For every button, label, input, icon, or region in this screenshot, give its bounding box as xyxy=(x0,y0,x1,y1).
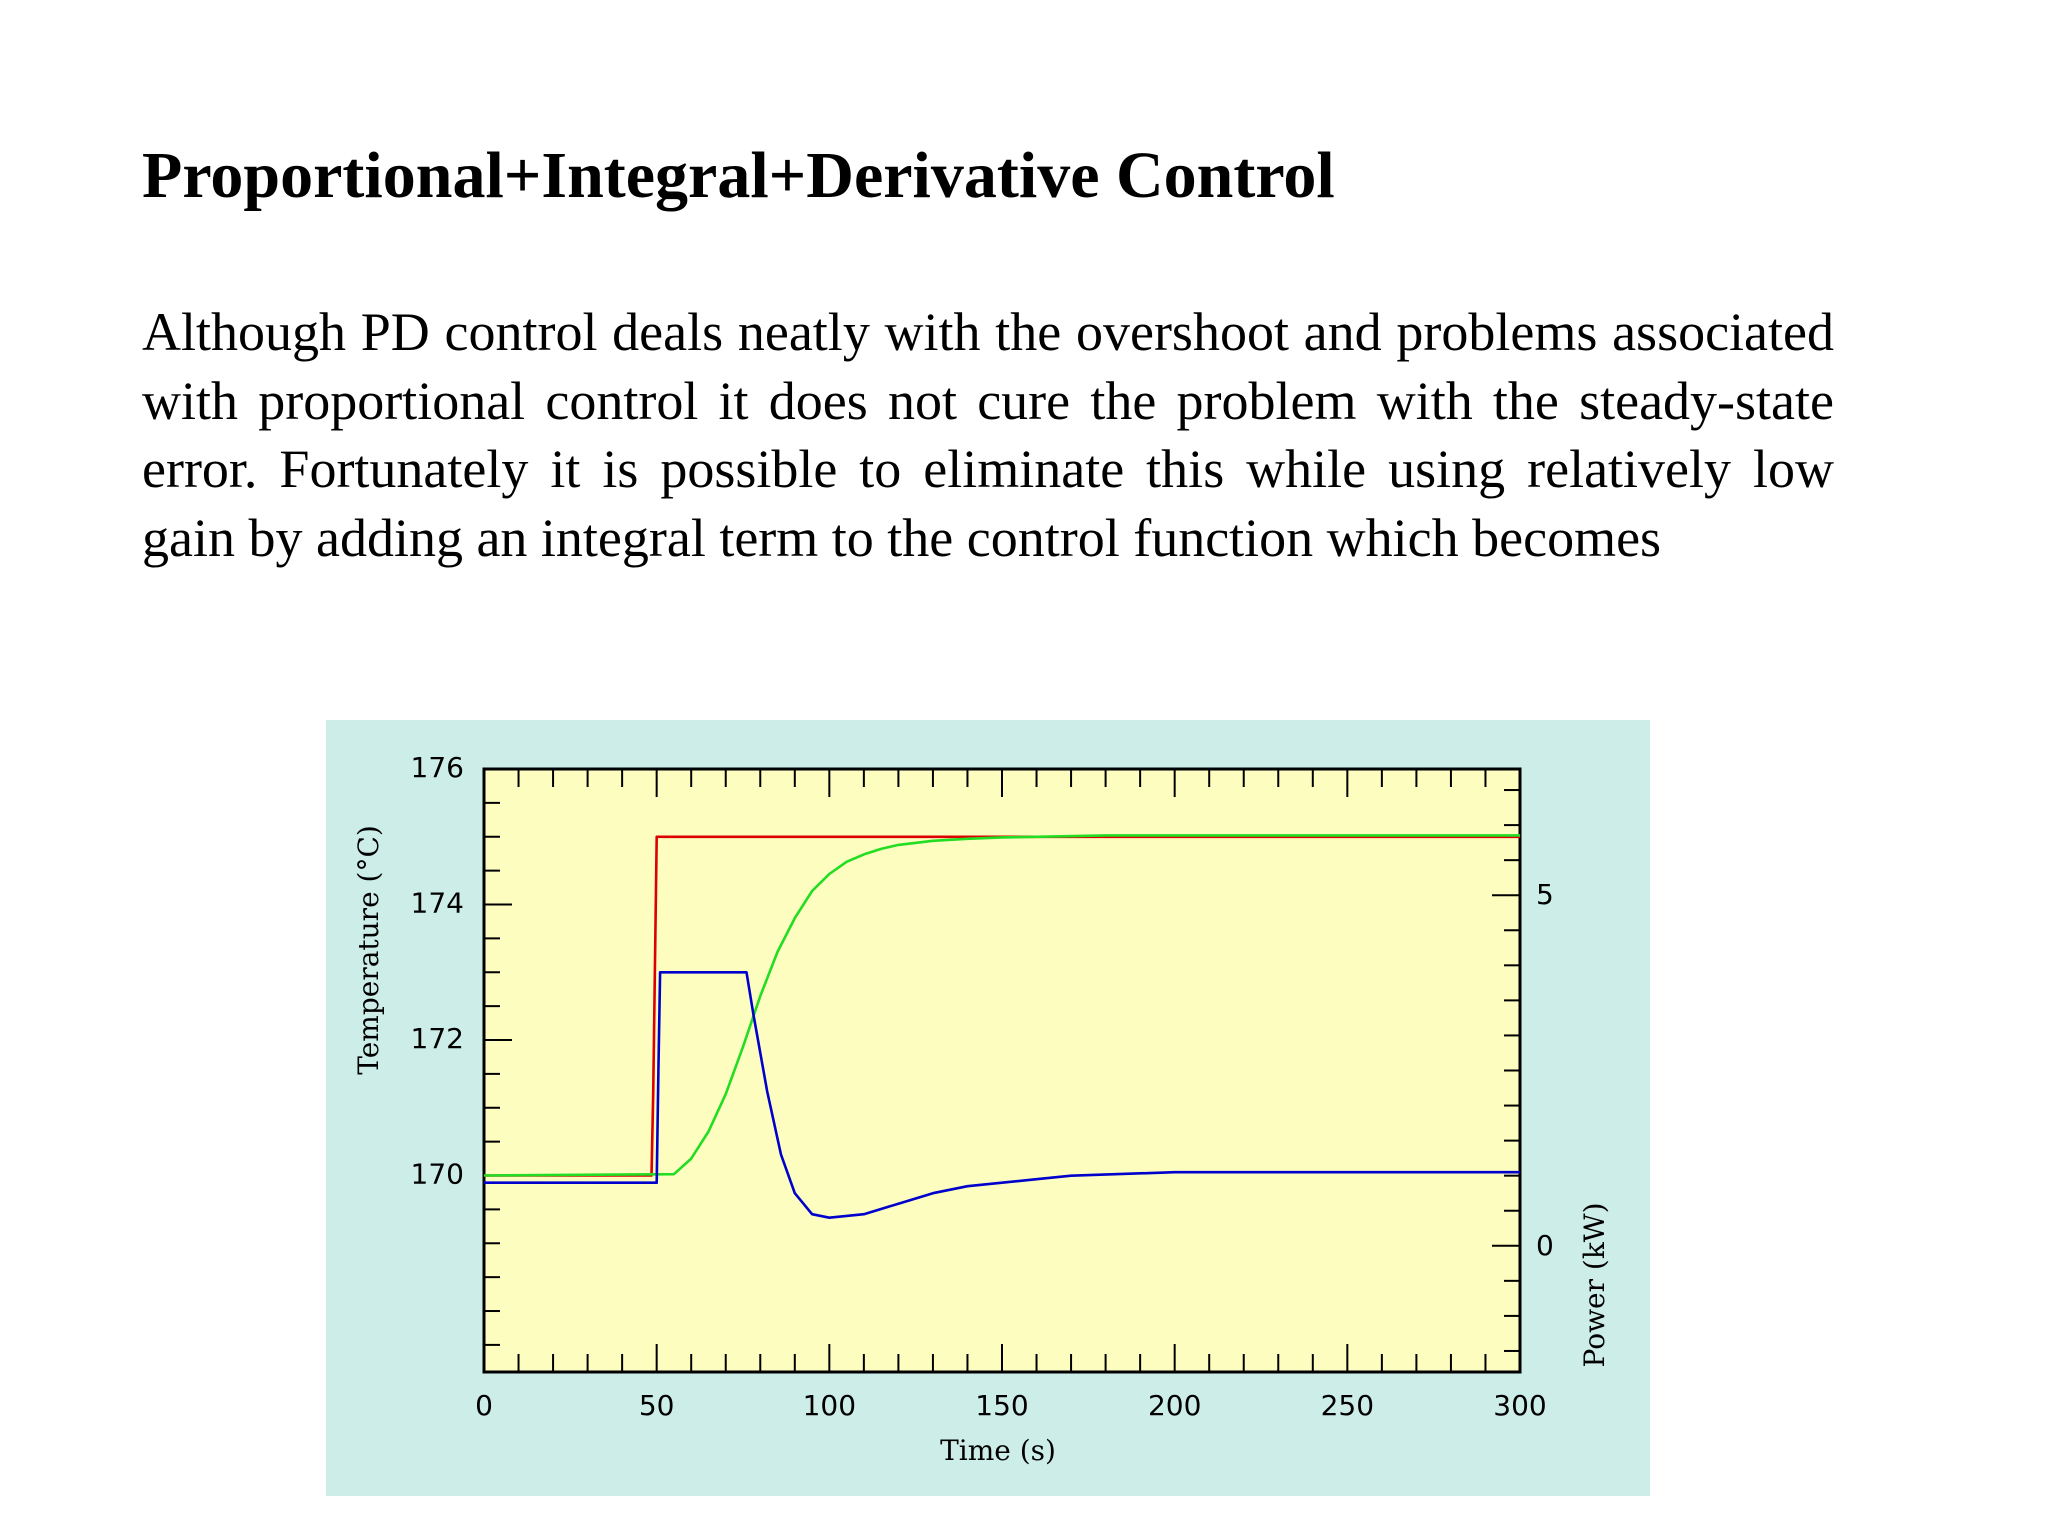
x-tick-label: 300 xyxy=(1493,1389,1546,1422)
axis-ticks xyxy=(483,768,1521,1372)
y2-tick-label: 5 xyxy=(1536,878,1554,911)
power-line xyxy=(484,971,1520,1220)
body-paragraph: Although PD control deals neatly with th… xyxy=(142,302,1834,568)
y2-tick-label: 0 xyxy=(1536,1229,1554,1262)
x-tick-label: 250 xyxy=(1321,1389,1374,1422)
plot-area xyxy=(482,767,1522,1374)
x-tick-label: 150 xyxy=(975,1389,1028,1422)
x-axis-label: Time (s) xyxy=(940,1434,1056,1467)
x-tick-label: 50 xyxy=(639,1389,675,1422)
y-tick-label: 174 xyxy=(411,887,464,920)
y-tick-label: 176 xyxy=(411,751,464,784)
pid-response-chart: 0 50 100 150 200 250 300 170 172 174 176 0 5 Time (s… xyxy=(326,720,1650,1496)
x-tick-label: 0 xyxy=(475,1389,493,1422)
tick-labels: 0 50 100 150 200 250 300 170 172 174 176 0 5 xyxy=(411,751,1554,1422)
y-tick-label: 172 xyxy=(411,1022,464,1055)
chart-canvas: 0 50 100 150 200 250 300 170 172 174 176 0 5 Time (s… xyxy=(352,751,1611,1467)
y-tick-label: 170 xyxy=(411,1158,464,1191)
temperature-line xyxy=(483,834,1520,1177)
x-tick-label: 100 xyxy=(803,1389,856,1422)
series-group xyxy=(483,834,1520,1220)
x-tick-label: 200 xyxy=(1148,1389,1201,1422)
slide-title: Proportional+Integral+Derivative Control xyxy=(142,139,1335,212)
y-axis-label: Temperature (°C) xyxy=(352,825,385,1075)
y2-axis-label: Power (kW) xyxy=(1578,1203,1611,1368)
